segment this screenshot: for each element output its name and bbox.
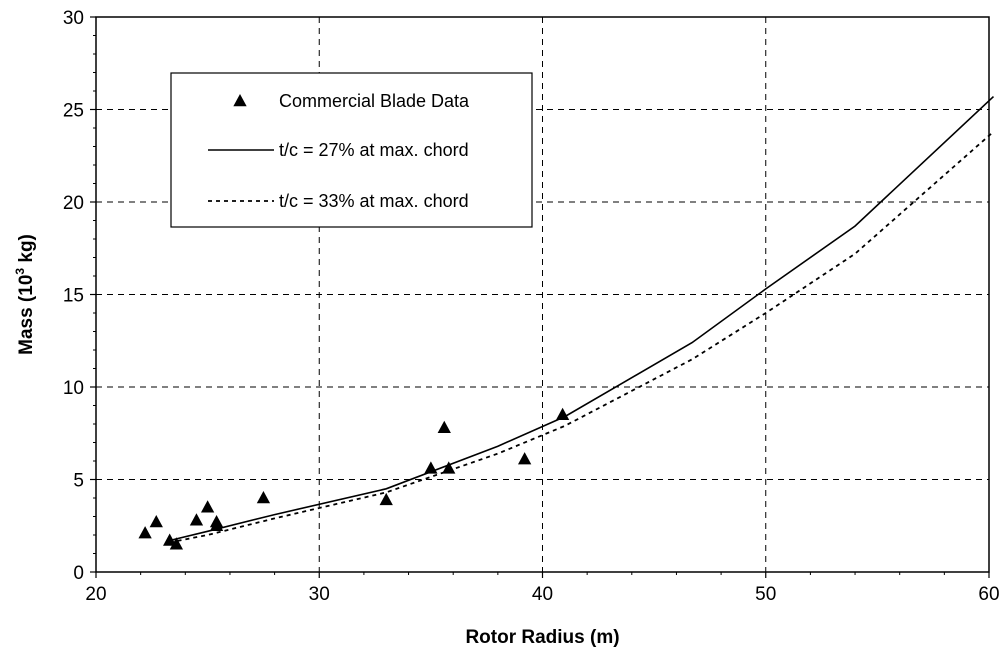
legend-item: t/c = 33% at max. chord xyxy=(208,191,469,211)
y-tick-label: 30 xyxy=(63,8,84,29)
legend-item: t/c = 27% at max. chord xyxy=(208,140,469,160)
y-tick-label: 20 xyxy=(63,193,84,214)
y-axis-title-main: Mass (10 xyxy=(16,275,37,355)
legend: Commercial Blade Data t/c = 27% at max. c… xyxy=(170,72,533,228)
legend-item: Commercial Blade Data xyxy=(233,91,470,111)
x-tick-label: 60 xyxy=(978,584,999,605)
data-point-triangle xyxy=(442,461,456,474)
y-tick-label: 0 xyxy=(73,563,84,584)
data-point-triangle xyxy=(163,533,177,546)
series-1 xyxy=(138,407,570,550)
x-tick-label: 40 xyxy=(532,584,553,605)
series-2 xyxy=(169,96,995,542)
legend-label: Commercial Blade Data xyxy=(279,91,470,111)
data-point-triangle xyxy=(200,500,215,513)
series-line-solid xyxy=(169,96,995,542)
data-point-triangle xyxy=(138,526,152,539)
y-tick-label: 15 xyxy=(63,286,84,307)
x-tick-label: 30 xyxy=(309,584,330,605)
y-axis-title-tail: kg) xyxy=(16,234,37,268)
legend-label: t/c = 27% at max. chord xyxy=(279,140,469,160)
legend-marker-triangle xyxy=(233,94,247,107)
y-tick-label: 25 xyxy=(63,101,84,122)
data-point-triangle xyxy=(437,420,451,433)
data-point-triangle xyxy=(189,513,204,526)
y-tick-label: 5 xyxy=(73,471,84,492)
x-axis-title: Rotor Radius (m) xyxy=(465,627,619,648)
data-point-triangle xyxy=(379,492,393,506)
data-point-triangle xyxy=(209,515,224,528)
x-tick-label: 50 xyxy=(755,584,776,605)
legend-label: t/c = 33% at max. chord xyxy=(279,191,469,211)
data-point-triangle xyxy=(555,407,570,420)
data-point-triangle xyxy=(517,452,532,465)
series-line-dashed xyxy=(169,131,995,544)
series-layer xyxy=(138,96,995,550)
y-axis-title-superscript: 3 xyxy=(13,268,27,275)
series-3 xyxy=(169,131,995,544)
x-tick-label: 20 xyxy=(85,584,106,605)
data-point-triangle xyxy=(149,515,163,528)
y-tick-label: 10 xyxy=(63,378,84,399)
data-point-triangle xyxy=(169,537,184,550)
axis-ticks: 20 30 40 50 60 0 5 10 15 20 25 30 xyxy=(63,8,1000,605)
legend-items: Commercial Blade Data t/c = 27% at max. c… xyxy=(208,91,470,211)
y-axis-title: Mass (103 kg) xyxy=(13,234,37,355)
data-point-triangle xyxy=(256,491,271,504)
